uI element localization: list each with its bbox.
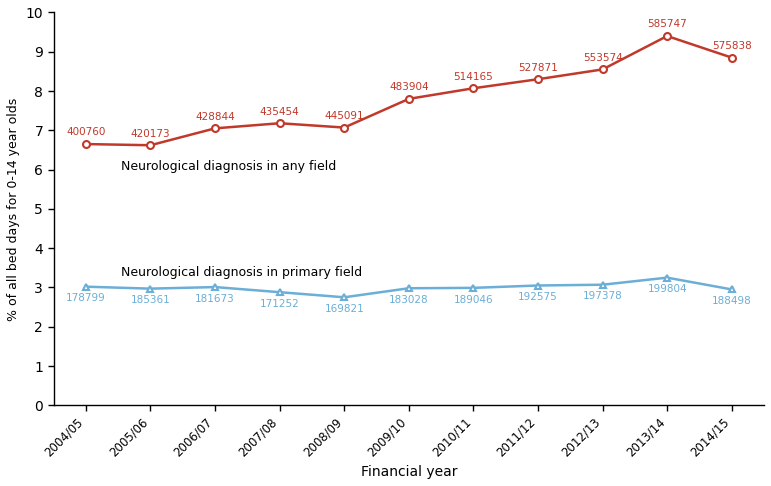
Text: 428844: 428844 (195, 112, 235, 122)
Text: 420173: 420173 (130, 129, 170, 139)
Text: 575838: 575838 (712, 41, 752, 51)
Text: 400760: 400760 (66, 127, 106, 138)
Text: 553574: 553574 (583, 53, 622, 63)
Text: 445091: 445091 (325, 111, 364, 121)
Text: 199804: 199804 (648, 284, 687, 295)
Text: 183028: 183028 (389, 295, 429, 305)
Text: Neurological diagnosis in primary field: Neurological diagnosis in primary field (121, 266, 362, 279)
Text: 197378: 197378 (583, 292, 622, 301)
Text: 435454: 435454 (260, 106, 299, 117)
Text: 169821: 169821 (325, 304, 364, 314)
Text: 181673: 181673 (195, 294, 235, 304)
Text: 178799: 178799 (66, 294, 106, 303)
Text: 192575: 192575 (518, 292, 558, 302)
Text: 483904: 483904 (389, 82, 429, 92)
Text: 514165: 514165 (453, 71, 493, 82)
Text: 171252: 171252 (260, 299, 299, 309)
Y-axis label: % of all bed days for 0-14 year olds: % of all bed days for 0-14 year olds (7, 97, 20, 320)
Text: 585747: 585747 (648, 19, 687, 29)
Text: 188498: 188498 (712, 296, 752, 306)
Text: 185361: 185361 (130, 295, 170, 305)
X-axis label: Financial year: Financial year (361, 465, 457, 479)
Text: 527871: 527871 (518, 63, 558, 72)
Text: 189046: 189046 (453, 295, 493, 305)
Text: Neurological diagnosis in any field: Neurological diagnosis in any field (121, 160, 337, 173)
